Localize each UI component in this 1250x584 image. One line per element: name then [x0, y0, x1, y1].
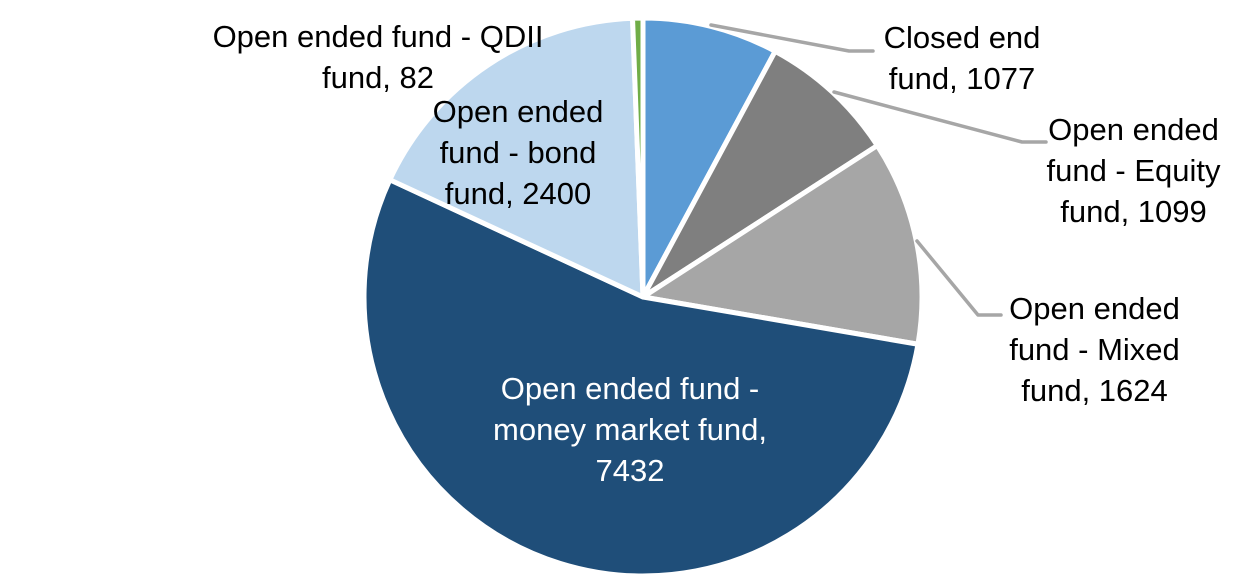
pie-slices-group [361, 15, 925, 579]
pie-label-qdii: Open ended fund - QDII fund, 82 [198, 16, 558, 98]
label-line: fund - Equity [1046, 153, 1221, 188]
label-line: Open ended [1009, 291, 1180, 326]
label-line: fund, 1077 [888, 61, 1036, 96]
label-line: fund, 2400 [444, 176, 592, 211]
pie-slice-equity[interactable] [640, 48, 880, 300]
leader-line-closed_end [709, 23, 875, 53]
pie-label-equity: Open ended fund - Equity fund, 1099 [1031, 109, 1236, 232]
leader-line-equity [832, 90, 1048, 144]
label-line: fund, 82 [321, 60, 435, 95]
pie-slice-money_market[interactable] [361, 177, 921, 579]
label-line: Open ended fund - [500, 371, 760, 406]
label-line: money market fund, [493, 412, 767, 447]
label-line: fund - bond [439, 135, 597, 170]
label-line: 7432 [595, 453, 665, 488]
label-line: fund - Mixed [1009, 332, 1180, 367]
pie-slice-qdii[interactable] [630, 15, 646, 300]
label-line: Closed end [883, 20, 1041, 55]
label-line: Open ended [432, 94, 604, 129]
label-line: Open ended [1048, 112, 1219, 147]
label-line: fund, 1099 [1060, 194, 1207, 229]
pie-label-money_market: Open ended fund - money market fund, 7432 [470, 368, 790, 491]
pie-label-bond: Open ended fund - bond fund, 2400 [408, 91, 628, 214]
pie-label-mixed: Open ended fund - Mixed fund, 1624 [992, 288, 1197, 411]
pie-label-closed_end: Closed end fund, 1077 [867, 17, 1057, 99]
label-line: Open ended fund - QDII [212, 19, 544, 54]
leader-line-mixed [915, 239, 1003, 317]
label-line: fund, 1624 [1021, 373, 1168, 408]
leader-lines-group [709, 23, 1048, 317]
pie-slice-bond[interactable] [387, 15, 646, 300]
